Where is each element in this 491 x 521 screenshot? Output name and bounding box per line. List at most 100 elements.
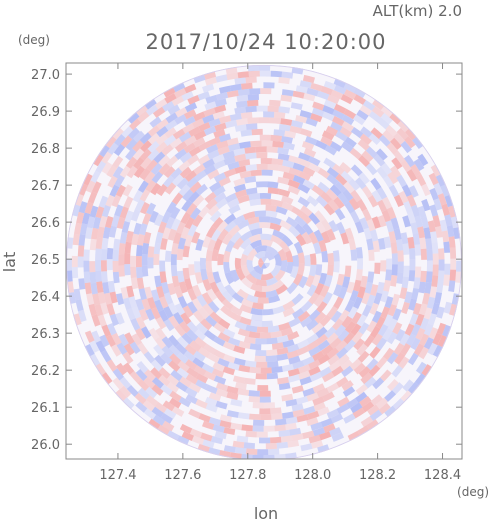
radar-cell bbox=[426, 260, 433, 272]
radar-cell bbox=[401, 276, 409, 289]
radar-cell bbox=[353, 279, 362, 292]
radar-cell bbox=[431, 275, 439, 287]
radar-cell bbox=[216, 92, 229, 101]
radar-cell bbox=[189, 340, 202, 352]
radar-cell bbox=[226, 391, 239, 400]
radar-cell bbox=[137, 387, 150, 400]
radar-cell bbox=[133, 157, 145, 170]
radar-cell bbox=[442, 324, 452, 338]
radar-cell bbox=[171, 95, 184, 107]
y-tick-label: 26.2 bbox=[31, 364, 60, 379]
radar-cell bbox=[254, 278, 267, 287]
radar-cell bbox=[326, 228, 336, 241]
radar-cell bbox=[425, 271, 433, 283]
radar-cell bbox=[161, 345, 174, 358]
radar-cell bbox=[83, 249, 90, 261]
radar-cell bbox=[97, 292, 106, 304]
radar-cell bbox=[282, 339, 295, 348]
radar-cell bbox=[391, 293, 400, 306]
radar-cell bbox=[357, 258, 364, 270]
radar-cell bbox=[410, 337, 421, 351]
radar-cell bbox=[259, 437, 271, 444]
radar-cell bbox=[312, 396, 325, 406]
radar-cell bbox=[356, 247, 363, 259]
radar-cell bbox=[366, 358, 379, 371]
radar-cell bbox=[383, 236, 392, 249]
radar-cell bbox=[101, 249, 108, 261]
radar-cell bbox=[352, 296, 363, 309]
radar-cell bbox=[144, 171, 156, 184]
radar-cell bbox=[163, 166, 176, 178]
radar-cell bbox=[297, 196, 310, 208]
radar-cell bbox=[289, 125, 302, 134]
radar-cell bbox=[348, 178, 360, 191]
radar-cell bbox=[435, 174, 446, 187]
radar-cell bbox=[202, 278, 212, 292]
radar-cell bbox=[134, 392, 147, 405]
radar-cell bbox=[326, 174, 339, 186]
radar-cell bbox=[430, 164, 441, 177]
radar-cell bbox=[223, 445, 236, 453]
radar-cell bbox=[234, 257, 242, 270]
radar-cell bbox=[126, 308, 136, 321]
radar-cell bbox=[142, 212, 152, 225]
radar-cell bbox=[322, 391, 335, 402]
radar-cell bbox=[202, 439, 215, 449]
radar-cell bbox=[274, 424, 286, 432]
radar-cell bbox=[177, 237, 186, 250]
radar-cell bbox=[281, 195, 294, 205]
radar-cell bbox=[179, 166, 192, 179]
radar-cell bbox=[282, 300, 296, 311]
radar-cell bbox=[333, 196, 345, 209]
radar-cell bbox=[406, 194, 417, 207]
radar-cell bbox=[168, 360, 181, 372]
radar-cell bbox=[187, 154, 200, 166]
radar-cell bbox=[300, 300, 313, 313]
radar-cell bbox=[130, 255, 137, 267]
radar-cell bbox=[316, 387, 330, 398]
radar-cell bbox=[138, 288, 147, 301]
radar-cell bbox=[399, 287, 408, 300]
radar-cell bbox=[316, 90, 330, 100]
radar-cell bbox=[123, 196, 134, 209]
radar-cell bbox=[218, 133, 231, 143]
radar-cell bbox=[282, 307, 295, 318]
radar-cell bbox=[147, 246, 155, 258]
radar-cell bbox=[301, 231, 313, 245]
radar-cell bbox=[226, 90, 239, 98]
radar-cell bbox=[222, 232, 233, 245]
radar-cell bbox=[366, 218, 376, 232]
radar-cell bbox=[227, 198, 240, 209]
radar-cell bbox=[178, 281, 188, 294]
radar-cell bbox=[230, 422, 243, 431]
radar-cell bbox=[126, 156, 138, 169]
radar-cell bbox=[236, 288, 249, 300]
radar-cell bbox=[444, 214, 453, 227]
radar-cell bbox=[423, 337, 434, 350]
radar-cell bbox=[420, 216, 430, 229]
radar-cell bbox=[95, 237, 103, 249]
radar-cell bbox=[202, 235, 212, 248]
radar-cell bbox=[340, 232, 350, 245]
radar-cell bbox=[214, 122, 227, 132]
radar-cell bbox=[143, 376, 156, 389]
radar-cell bbox=[265, 355, 278, 362]
radar-cell bbox=[174, 303, 186, 316]
radar-cell bbox=[176, 248, 184, 261]
radar-cell bbox=[245, 76, 257, 84]
radar-cell bbox=[183, 350, 196, 362]
radar-cell bbox=[335, 173, 348, 186]
radar-cell bbox=[376, 281, 385, 294]
radar-cell bbox=[371, 333, 383, 346]
radar-cell bbox=[174, 114, 187, 125]
radar-cell bbox=[290, 266, 299, 279]
radar-cell bbox=[386, 206, 397, 220]
radar-cell bbox=[161, 144, 174, 156]
radar-cell bbox=[195, 183, 208, 196]
radar-cell bbox=[277, 153, 290, 161]
radar-cell bbox=[110, 344, 122, 357]
radar-cell bbox=[292, 174, 306, 185]
radar-cell bbox=[153, 151, 166, 164]
radar-cell bbox=[90, 170, 101, 183]
radar-cell bbox=[326, 264, 334, 276]
